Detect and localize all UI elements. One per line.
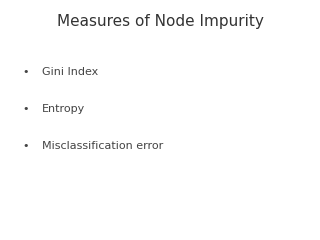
- Text: Entropy: Entropy: [42, 104, 85, 114]
- Text: Misclassification error: Misclassification error: [42, 141, 163, 151]
- Text: Gini Index: Gini Index: [42, 67, 98, 77]
- Text: •: •: [22, 141, 29, 151]
- Text: •: •: [22, 67, 29, 77]
- Text: •: •: [22, 104, 29, 114]
- Text: Measures of Node Impurity: Measures of Node Impurity: [57, 14, 263, 29]
